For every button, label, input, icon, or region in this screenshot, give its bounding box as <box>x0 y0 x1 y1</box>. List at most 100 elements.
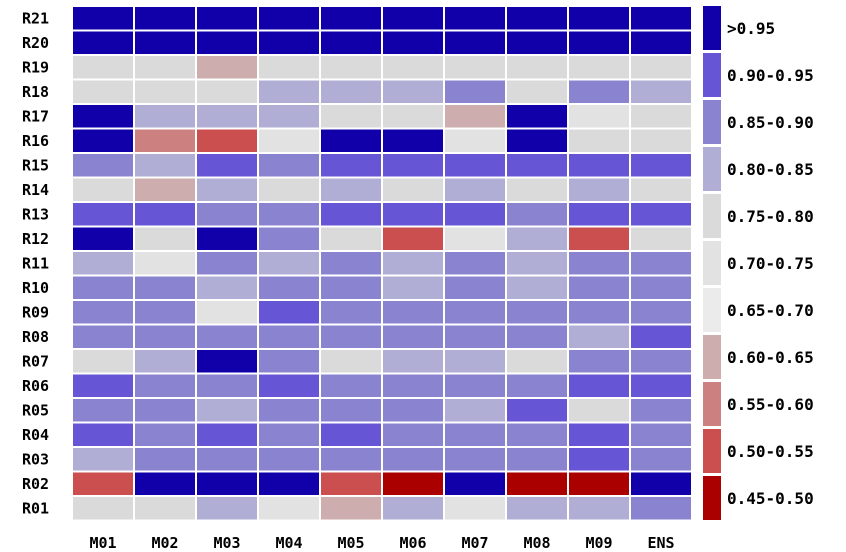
heatmap-cell-r19-m09 <box>569 56 629 79</box>
legend-swatch-8 <box>703 335 721 379</box>
heatmap-cell-r15-m03 <box>197 154 257 177</box>
heatmap-cell-r18-m01 <box>73 80 133 103</box>
column-label-m01: M01 <box>89 534 116 552</box>
heatmap-cell-r06-m09 <box>569 374 629 397</box>
row-label-r02: R02 <box>22 475 49 493</box>
heatmap-cell-r20-m01 <box>73 31 133 54</box>
heatmap-cell-r02-m09 <box>569 472 629 495</box>
row-label-r11: R11 <box>22 254 49 272</box>
heatmap-cell-r12-m05 <box>321 227 381 250</box>
heatmap-cell-r03-ens <box>631 448 691 471</box>
heatmap-cell-r12-ens <box>631 227 691 250</box>
heatmap-cell-r01-m09 <box>569 497 629 520</box>
heatmap-cell-r04-m08 <box>507 423 567 446</box>
row-label-r04: R04 <box>22 426 49 444</box>
heatmap-cell-r10-m03 <box>197 276 257 299</box>
row-label-r01: R01 <box>22 499 49 517</box>
heatmap-cell-r15-m04 <box>259 154 319 177</box>
heatmap-cell-r19-m07 <box>445 56 505 79</box>
heatmap-cell-r15-m07 <box>445 154 505 177</box>
heatmap-cell-r20-m04 <box>259 31 319 54</box>
heatmap-cell-r13-m07 <box>445 203 505 226</box>
heatmap-cell-r18-m07 <box>445 80 505 103</box>
heatmap-cell-r12-m01 <box>73 227 133 250</box>
row-label-r06: R06 <box>22 377 49 395</box>
heatmap-cell-r03-m06 <box>383 448 443 471</box>
heatmap-cell-r02-m07 <box>445 472 505 495</box>
legend-label-7: 0.65-0.70 <box>727 301 814 320</box>
heatmap-cell-r17-m06 <box>383 105 443 128</box>
heatmap-cell-r19-m08 <box>507 56 567 79</box>
heatmap-cell-r04-m04 <box>259 423 319 446</box>
heatmap-cell-r20-m07 <box>445 31 505 54</box>
heatmap-cell-r21-m07 <box>445 7 505 30</box>
heatmap-cell-r03-m02 <box>135 448 195 471</box>
heatmap-cell-r06-ens <box>631 374 691 397</box>
heatmap-cell-r21-ens <box>631 7 691 30</box>
heatmap-cell-r10-m05 <box>321 276 381 299</box>
heatmap-cell-r20-m06 <box>383 31 443 54</box>
row-label-r15: R15 <box>22 156 49 174</box>
heatmap-cell-r08-m01 <box>73 325 133 348</box>
heatmap-cell-r05-m01 <box>73 399 133 422</box>
heatmap-cell-r07-m03 <box>197 350 257 373</box>
heatmap-cell-r05-m02 <box>135 399 195 422</box>
legend-label-6: 0.70-0.75 <box>727 254 814 273</box>
heatmap-cell-r15-m06 <box>383 154 443 177</box>
heatmap-cell-r06-m05 <box>321 374 381 397</box>
heatmap-cell-r07-m06 <box>383 350 443 373</box>
heatmap-cell-r17-ens <box>631 105 691 128</box>
column-label-m02: M02 <box>151 534 178 552</box>
heatmap-cell-r20-m08 <box>507 31 567 54</box>
heatmap-cell-r20-m05 <box>321 31 381 54</box>
heatmap-cell-r06-m07 <box>445 374 505 397</box>
heatmap-cell-r06-m06 <box>383 374 443 397</box>
heatmap-cell-r10-m02 <box>135 276 195 299</box>
heatmap-cell-r01-m05 <box>321 497 381 520</box>
legend: >0.95 0.90-0.95 0.85-0.90 0.80-0.85 0.75-0.8… <box>703 6 814 520</box>
heatmap-cell-r16-m08 <box>507 129 567 152</box>
legend-label-8: 0.60-0.65 <box>727 348 814 367</box>
heatmap-cell-r11-ens <box>631 252 691 275</box>
row-label-r09: R09 <box>22 303 49 321</box>
heatmap-cell-r14-m06 <box>383 178 443 201</box>
column-label-m09: M09 <box>585 534 612 552</box>
heatmap-cell-r14-m02 <box>135 178 195 201</box>
heatmap-cell-r21-m08 <box>507 7 567 30</box>
heatmap-cell-r14-m01 <box>73 178 133 201</box>
heatmap-cell-r21-m02 <box>135 7 195 30</box>
row-label-r19: R19 <box>22 58 49 76</box>
heatmap-cell-r15-ens <box>631 154 691 177</box>
heatmap-cell-r09-m01 <box>73 301 133 324</box>
heatmap-cell-r03-m08 <box>507 448 567 471</box>
legend-swatch-7 <box>703 288 721 332</box>
heatmap-cell-r12-m04 <box>259 227 319 250</box>
column-label-m04: M04 <box>275 534 302 552</box>
heatmap-cell-r07-m05 <box>321 350 381 373</box>
heatmap-cell-r07-m01 <box>73 350 133 373</box>
heatmap-cell-r02-ens <box>631 472 691 495</box>
row-label-r03: R03 <box>22 450 49 468</box>
heatmap-cell-r20-m09 <box>569 31 629 54</box>
column-labels: M01 M02 M03 M04 M05 M06 M07 M08 M09 ENS <box>89 534 674 552</box>
heatmap-cell-r03-m01 <box>73 448 133 471</box>
heatmap-cell-r16-m01 <box>73 129 133 152</box>
row-label-r05: R05 <box>22 401 49 419</box>
column-label-m07: M07 <box>461 534 488 552</box>
heatmap-cell-r16-m05 <box>321 129 381 152</box>
heatmap-cell-r09-m07 <box>445 301 505 324</box>
heatmap-cell-r19-m06 <box>383 56 443 79</box>
heatmap-cell-r12-m07 <box>445 227 505 250</box>
heatmap-cell-r16-m02 <box>135 129 195 152</box>
row-label-r17: R17 <box>22 107 49 125</box>
heatmap-cell-r10-ens <box>631 276 691 299</box>
heatmap-cell-r17-m09 <box>569 105 629 128</box>
heatmap-cell-r01-m03 <box>197 497 257 520</box>
heatmap-cell-r12-m06 <box>383 227 443 250</box>
heatmap-cell-r15-m08 <box>507 154 567 177</box>
heatmap-cell-r13-m06 <box>383 203 443 226</box>
heatmap-cell-r11-m03 <box>197 252 257 275</box>
heatmap-cell-r10-m04 <box>259 276 319 299</box>
heatmap-cell-r05-m04 <box>259 399 319 422</box>
heatmap-cell-r11-m06 <box>383 252 443 275</box>
